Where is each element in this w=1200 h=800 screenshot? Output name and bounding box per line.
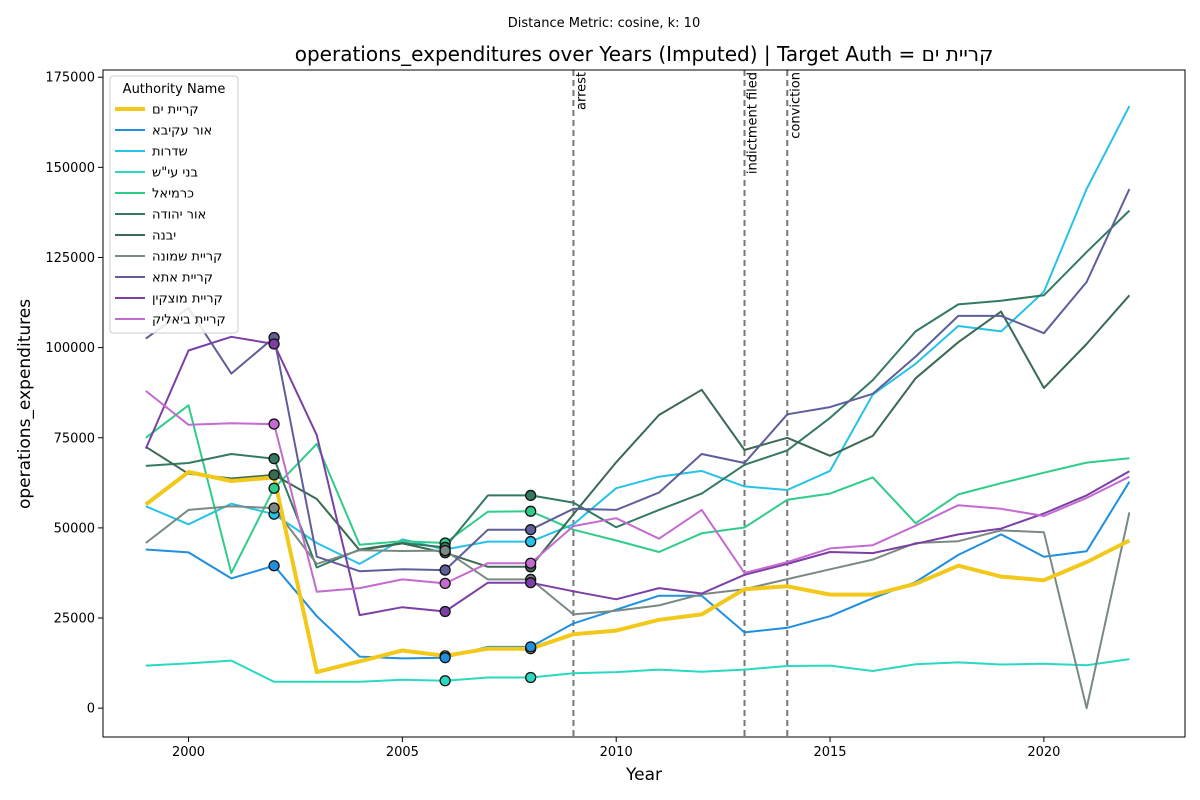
event-label: conviction — [788, 72, 803, 139]
imputed-point — [268, 502, 280, 514]
x-tick-label: 2000 — [172, 745, 205, 760]
y-tick-label: 0 — [87, 702, 95, 717]
imputed-point — [268, 469, 280, 481]
event-label: arrest — [574, 72, 589, 110]
imputed-point — [525, 489, 537, 502]
series-line — [145, 505, 1131, 710]
legend-entry: קריית ים — [152, 103, 199, 118]
legend: Authority Name קריית ים אור עקיבא שדרות בני … — [109, 75, 239, 334]
x-tick-label: 2015 — [813, 745, 846, 760]
plot-area: arrest indictment filed conviction 2000 2005… — [45, 69, 1186, 760]
imputed-point — [268, 560, 280, 572]
legend-entry: אור עקיבא — [152, 124, 212, 139]
legend-entry: קריית שמונה — [152, 250, 222, 265]
series-line — [145, 481, 1131, 660]
series-line — [145, 390, 1130, 593]
event-label: indictment filed — [746, 72, 761, 174]
imputed-point — [439, 577, 451, 590]
series-line — [145, 404, 1130, 574]
imputed-point — [268, 482, 280, 494]
x-tick-label: 2020 — [1027, 745, 1060, 760]
imputed-point — [268, 418, 280, 430]
legend-entry: קריית אתא — [152, 271, 213, 286]
series-line — [145, 294, 1131, 568]
y-axis-label: operations_expenditures — [15, 299, 35, 509]
series-line — [144, 470, 1131, 675]
axes-frame — [102, 69, 1186, 738]
imputed-point — [439, 675, 451, 687]
chart-suptitle: Distance Metric: cosine, k: 10 — [508, 16, 700, 31]
series-line — [145, 188, 1131, 573]
y-tick-label: 25000 — [54, 612, 95, 627]
imputed-point — [439, 564, 451, 576]
legend-entry: אור יהודה — [152, 208, 206, 223]
legend-entry: יבנה — [152, 229, 176, 244]
imputed-point — [525, 641, 537, 653]
imputed-point — [525, 557, 537, 569]
imputed-point — [268, 338, 280, 350]
legend-box — [109, 75, 239, 334]
x-tick-label: 2010 — [600, 745, 633, 760]
series-line — [144, 335, 1130, 617]
imputed-point — [439, 605, 451, 618]
y-tick-label: 150000 — [45, 161, 95, 176]
x-axis-label: Year — [625, 765, 662, 785]
chart-title: operations_expenditures over Years (Impu… — [295, 42, 994, 66]
legend-entry: בני עי"ש — [152, 166, 198, 181]
imputed-point — [525, 671, 537, 684]
imputed-point — [439, 544, 451, 557]
imputed-point — [268, 453, 280, 465]
legend-entry: שדרות — [152, 145, 188, 160]
legend-entry: קריית מוצקין — [152, 292, 223, 307]
y-tick-label: 50000 — [54, 521, 95, 536]
series-line — [145, 105, 1131, 565]
imputed-point — [525, 524, 537, 536]
y-tick-label: 75000 — [54, 431, 95, 446]
legend-entry: קריית ביאליק — [152, 313, 226, 328]
imputed-point — [525, 505, 537, 517]
y-tick-label: 100000 — [45, 341, 95, 356]
imputed-point — [525, 577, 537, 589]
series-line — [145, 209, 1131, 569]
x-tick-label: 2005 — [386, 745, 419, 760]
legend-entry: כרמיאל — [152, 187, 194, 202]
imputed-point — [439, 652, 451, 664]
imputed-point — [525, 535, 537, 548]
y-tick-label: 125000 — [45, 251, 95, 266]
series-lines — [144, 105, 1131, 710]
y-tick-label: 175000 — [45, 71, 95, 86]
legend-title: Authority Name — [123, 82, 226, 97]
series-line — [145, 658, 1130, 683]
